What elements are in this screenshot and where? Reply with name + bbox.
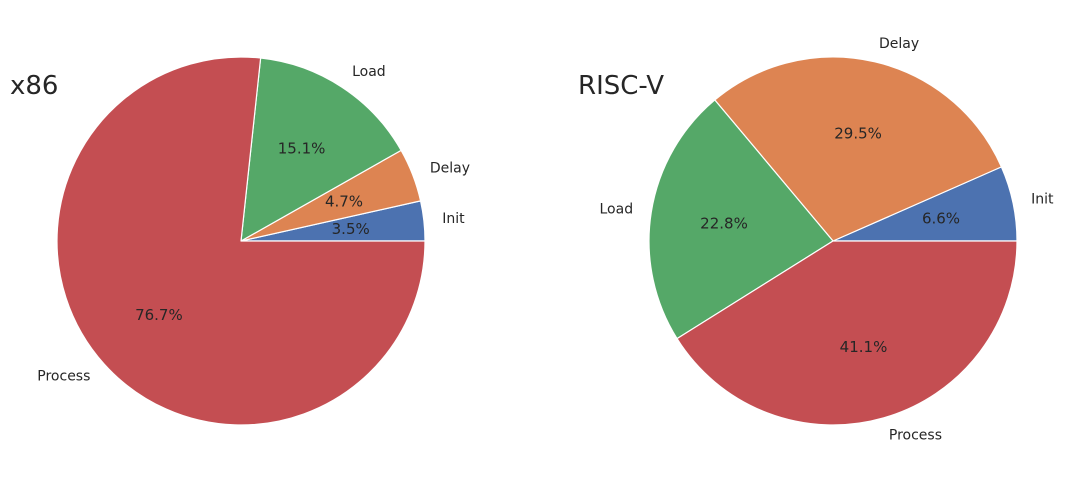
slice-percent-label: 6.6% xyxy=(922,209,960,227)
slice-percent-label: 76.7% xyxy=(135,306,183,324)
slice-percent-label: 4.7% xyxy=(325,192,363,210)
slice-percent-label: 15.1% xyxy=(278,140,326,158)
slice-label: Init xyxy=(442,211,465,227)
chart-title: RISC-V xyxy=(578,71,664,101)
slice-label: Process xyxy=(889,428,942,444)
slice-label: Init xyxy=(1031,191,1054,207)
slice-label: Delay xyxy=(879,36,919,52)
slice-label: Load xyxy=(352,64,386,80)
pie-slice-load xyxy=(240,57,402,242)
pie-slice-process xyxy=(56,56,426,426)
pie-slice-process xyxy=(676,240,1018,426)
slice-label: Process xyxy=(37,368,90,384)
chart-title: x86 xyxy=(10,71,58,101)
pie-chart-0: Init 3.5% Delay 4.7% Load 15.1% Process 76.7% x8… xyxy=(10,56,470,426)
pie-chart-1: Init 6.6% Delay 29.5% Load 22.8% Process 41.1% R… xyxy=(578,36,1054,444)
slice-percent-label: 41.1% xyxy=(840,338,888,356)
slice-label: Delay xyxy=(430,160,470,176)
slice-percent-label: 29.5% xyxy=(834,125,882,143)
pie-slice-delay xyxy=(714,56,1002,242)
slice-percent-label: 3.5% xyxy=(332,220,370,238)
pie-slice-load xyxy=(648,99,834,340)
slice-label: Load xyxy=(600,201,634,217)
slice-percent-label: 22.8% xyxy=(700,215,748,233)
